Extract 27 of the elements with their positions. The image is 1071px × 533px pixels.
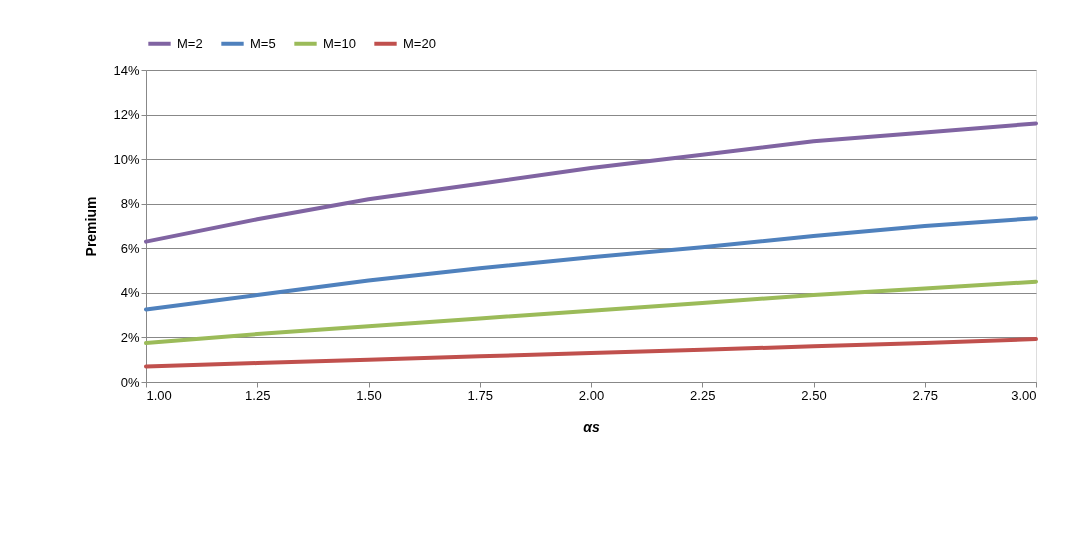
x-tick-label: 3.00 [1011,387,1037,403]
y-tick-label: 10% [113,151,140,167]
legend-label: M=5 [250,35,276,51]
legend-label: M=20 [403,35,436,51]
x-tick-label: 1.75 [467,387,493,403]
y-tick-label: 6% [120,240,140,256]
x-tick-label: 1.25 [245,387,271,403]
x-tick-label: 2.25 [690,387,716,403]
x-tick-label: 1.00 [146,387,172,403]
y-tick-label: 4% [120,285,140,301]
x-tick-label: 1.50 [356,387,382,403]
line-series [144,121,1038,244]
y-tick-label: 0% [120,374,140,390]
y-axis-title: Premium [83,196,100,257]
legend-label: M=10 [323,35,356,51]
line-series [144,279,1038,345]
y-tick-label: 12% [113,107,140,123]
line-series [144,216,1038,312]
line-series [144,336,1038,369]
y-tick-label: 8% [120,196,140,212]
legend-label: M=2 [177,35,203,51]
y-tick-label: 2% [120,329,140,345]
x-axis-title: αs [583,418,600,435]
x-tick-label: 2.50 [801,387,827,403]
x-tick-label: 2.75 [912,387,938,403]
x-tick-label: 2.00 [578,387,605,403]
y-tick-label: 14% [113,62,140,78]
